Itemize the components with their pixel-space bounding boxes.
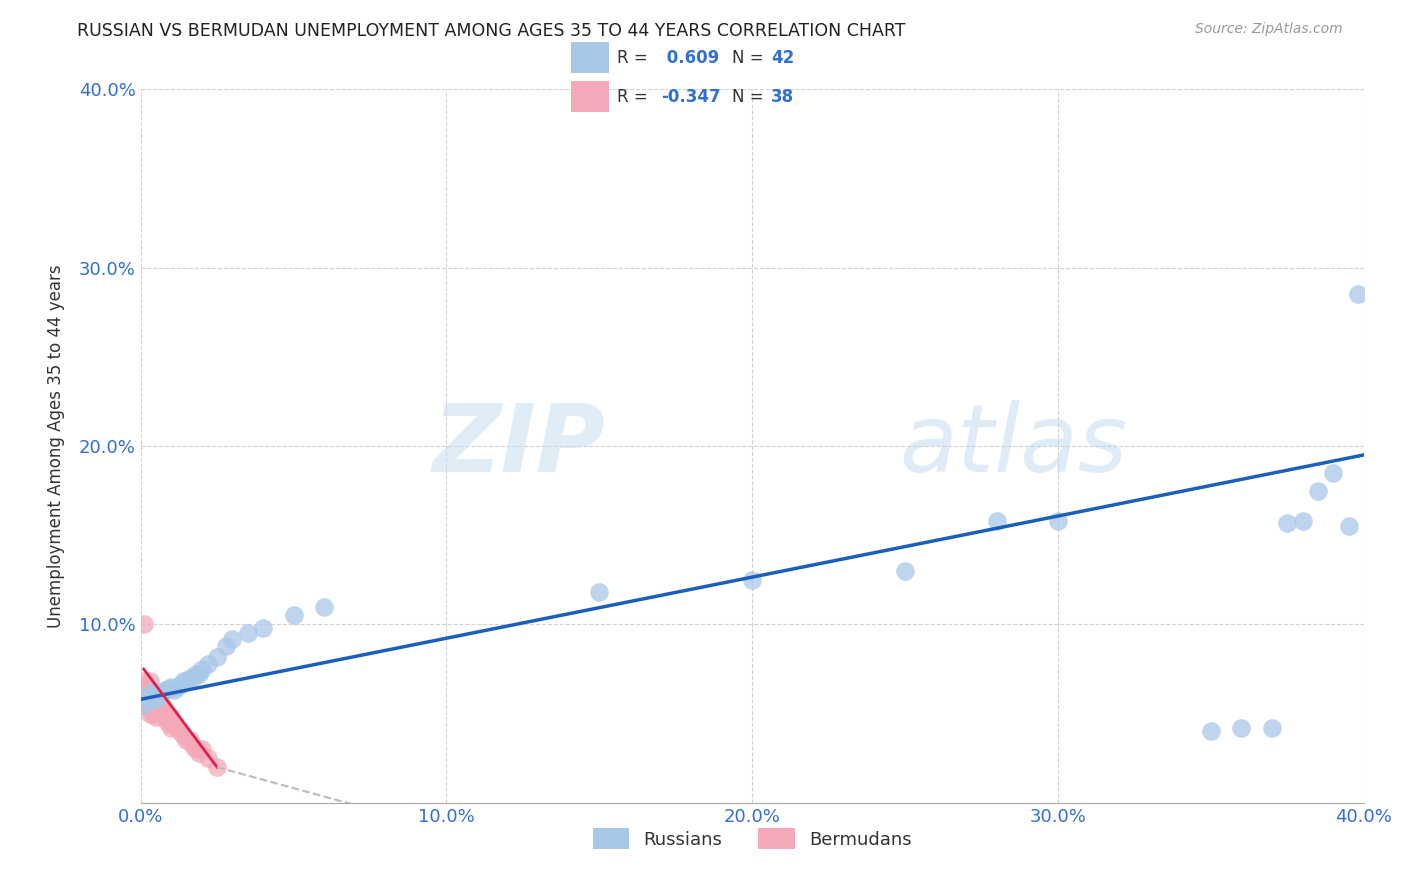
Point xyxy=(184,667,207,681)
Point xyxy=(153,710,176,724)
Point xyxy=(148,692,170,706)
Text: RUSSIAN VS BERMUDAN UNEMPLOYMENT AMONG AGES 35 TO 44 YEARS CORRELATION CHART: RUSSIAN VS BERMUDAN UNEMPLOYMENT AMONG A… xyxy=(77,22,905,40)
Point xyxy=(139,689,162,703)
Point xyxy=(157,706,180,721)
Text: 42: 42 xyxy=(770,49,794,67)
Text: N =: N = xyxy=(733,87,769,105)
Point xyxy=(205,760,228,774)
Point xyxy=(150,698,173,712)
Point xyxy=(312,599,335,614)
Point xyxy=(150,685,173,699)
Point xyxy=(157,681,180,696)
Point xyxy=(197,751,219,765)
Point xyxy=(181,671,204,685)
Point xyxy=(153,683,176,698)
Point xyxy=(160,721,183,735)
Point xyxy=(142,698,165,712)
Point xyxy=(157,715,180,730)
Point xyxy=(139,674,162,689)
Point xyxy=(176,733,198,747)
Text: ZIP: ZIP xyxy=(433,400,606,492)
Point xyxy=(132,674,155,689)
Point xyxy=(142,706,165,721)
Point xyxy=(1347,287,1369,301)
Point xyxy=(169,724,191,739)
Point xyxy=(139,706,162,721)
Text: R =: R = xyxy=(617,87,654,105)
Point xyxy=(187,746,209,760)
Point xyxy=(135,689,157,703)
Point xyxy=(135,698,157,712)
Point xyxy=(132,617,155,632)
Point xyxy=(145,692,167,706)
Point xyxy=(142,685,165,699)
Point xyxy=(181,739,204,753)
FancyBboxPatch shape xyxy=(571,81,609,112)
Point xyxy=(1199,724,1222,739)
Point xyxy=(1337,519,1360,533)
Point xyxy=(205,649,228,664)
Text: 0.609: 0.609 xyxy=(661,49,720,67)
Point xyxy=(197,657,219,671)
Point xyxy=(135,689,157,703)
Point xyxy=(172,674,194,689)
Point xyxy=(172,728,194,742)
Point xyxy=(252,621,274,635)
Point xyxy=(135,680,157,694)
Text: R =: R = xyxy=(617,49,654,67)
Text: -0.347: -0.347 xyxy=(661,87,721,105)
Point xyxy=(184,742,207,756)
Point xyxy=(160,710,183,724)
Point xyxy=(148,703,170,717)
Point xyxy=(1046,514,1070,528)
Point xyxy=(160,680,183,694)
Point xyxy=(179,671,201,685)
Point xyxy=(1322,466,1344,480)
Text: 38: 38 xyxy=(770,87,794,105)
Point xyxy=(236,626,259,640)
Point xyxy=(163,683,186,698)
Point xyxy=(1261,721,1284,735)
Point xyxy=(139,692,162,706)
Point xyxy=(145,698,167,712)
Point xyxy=(145,689,167,703)
Point xyxy=(166,721,188,735)
Point xyxy=(1230,721,1253,735)
Point xyxy=(986,514,1008,528)
Point xyxy=(150,706,173,721)
Point xyxy=(1277,516,1299,530)
Point xyxy=(132,698,155,712)
Point xyxy=(187,667,209,681)
Point xyxy=(179,733,201,747)
Point xyxy=(1306,483,1329,498)
Point xyxy=(741,573,763,587)
Point xyxy=(191,662,214,676)
Point xyxy=(166,680,188,694)
Y-axis label: Unemployment Among Ages 35 to 44 years: Unemployment Among Ages 35 to 44 years xyxy=(46,264,65,628)
Point xyxy=(1291,514,1313,528)
Legend: Russians, Bermudans: Russians, Bermudans xyxy=(583,819,921,858)
Point xyxy=(283,608,305,623)
Point xyxy=(176,674,198,689)
Text: Source: ZipAtlas.com: Source: ZipAtlas.com xyxy=(1195,22,1343,37)
Point xyxy=(163,715,186,730)
Point xyxy=(145,710,167,724)
Point xyxy=(894,564,917,578)
Point xyxy=(191,742,214,756)
Point xyxy=(221,632,243,646)
Point xyxy=(142,685,165,699)
Text: atlas: atlas xyxy=(898,401,1128,491)
Point xyxy=(153,703,176,717)
Text: N =: N = xyxy=(733,49,769,67)
Point xyxy=(169,678,191,692)
Point xyxy=(139,698,162,712)
Point xyxy=(132,698,155,712)
FancyBboxPatch shape xyxy=(571,43,609,73)
Point xyxy=(148,689,170,703)
Point xyxy=(215,639,238,653)
Point xyxy=(588,585,610,599)
